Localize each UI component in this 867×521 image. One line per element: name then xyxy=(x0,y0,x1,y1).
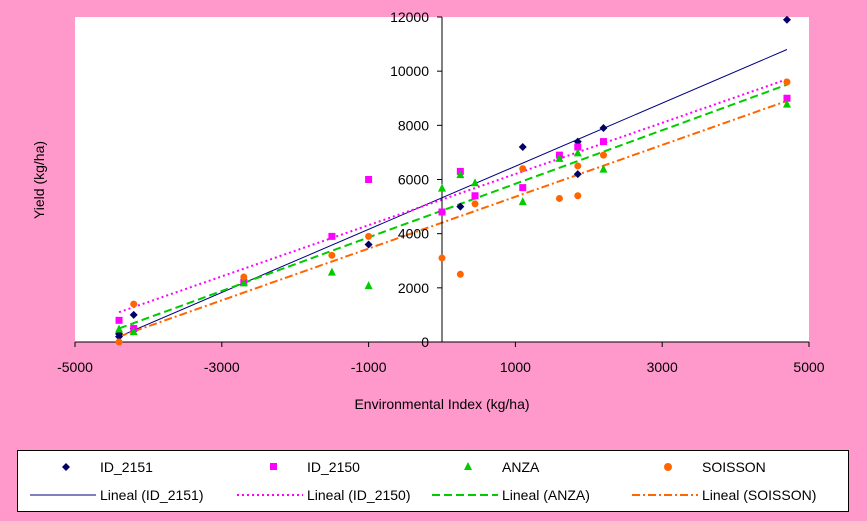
point-anza xyxy=(599,164,608,173)
x-tick-label: 3000 xyxy=(647,359,678,375)
point-id2150 xyxy=(519,184,527,192)
point-soisson xyxy=(240,273,248,281)
point-soisson xyxy=(130,300,138,308)
point-id2150 xyxy=(599,138,607,146)
solid-line-icon xyxy=(30,494,96,496)
legend: ID_2151 ID_2150 ANZA SOISSON Lineal (ID_… xyxy=(17,450,849,512)
point-anza xyxy=(555,153,564,162)
point-id2150 xyxy=(783,94,791,102)
point-soisson xyxy=(328,251,336,259)
legend-label: Lineal (ID_2151) xyxy=(100,487,204,503)
point-id2151 xyxy=(129,310,138,319)
y-tick-label: 12000 xyxy=(390,9,429,25)
y-tick-label: 2000 xyxy=(398,280,429,296)
x-tick-label: 1000 xyxy=(500,359,531,375)
y-tick-label: 10000 xyxy=(390,63,429,79)
point-id2151 xyxy=(599,124,608,133)
point-anza xyxy=(518,197,527,206)
y-tick-label: 4000 xyxy=(398,226,429,242)
trendline-id2151 xyxy=(118,49,788,338)
square-marker-icon xyxy=(270,463,277,470)
point-anza xyxy=(327,267,336,276)
y-tick-label: 0 xyxy=(421,334,429,350)
point-id2151 xyxy=(456,202,465,211)
point-anza xyxy=(573,148,582,157)
point-id2150 xyxy=(328,232,336,240)
point-anza xyxy=(129,327,138,336)
point-soisson xyxy=(115,338,123,346)
point-id2151 xyxy=(364,240,373,249)
point-soisson xyxy=(365,232,373,240)
point-id2151 xyxy=(782,15,791,24)
legend-label: Lineal (ANZA) xyxy=(502,487,590,503)
x-tick-label: -1000 xyxy=(351,359,387,375)
point-id2150 xyxy=(471,192,479,200)
point-anza xyxy=(782,99,791,108)
point-layer xyxy=(115,15,791,346)
dashed-line-icon xyxy=(432,494,498,496)
x-tick-label: -5000 xyxy=(57,359,93,375)
point-anza xyxy=(471,178,480,187)
point-anza xyxy=(438,183,446,192)
point-id2151 xyxy=(518,143,527,151)
point-id2150 xyxy=(574,143,582,151)
point-anza xyxy=(115,324,124,333)
y-tick-label: 6000 xyxy=(398,172,429,188)
point-soisson xyxy=(783,78,791,86)
point-soisson xyxy=(456,270,464,278)
x-tick-label: -3000 xyxy=(204,359,240,375)
trendline-anza xyxy=(118,83,788,330)
point-soisson xyxy=(555,194,563,202)
point-soisson xyxy=(471,200,479,208)
diamond-marker-icon xyxy=(62,463,70,471)
point-id2150 xyxy=(438,208,446,216)
point-id2150 xyxy=(115,316,123,324)
legend-label: ID_2150 xyxy=(307,459,360,475)
legend-label: ID_2151 xyxy=(100,459,153,475)
point-soisson xyxy=(574,162,582,170)
point-id2151 xyxy=(115,332,124,341)
point-soisson xyxy=(574,192,582,200)
point-soisson xyxy=(519,165,527,173)
point-soisson xyxy=(438,254,446,262)
legend-label: SOISSON xyxy=(702,459,766,475)
x-axis-title: Environmental Index (kg/ha) xyxy=(354,396,529,412)
legend-label: Lineal (ID_2150) xyxy=(307,487,411,503)
point-anza xyxy=(456,170,465,179)
trendline-soisson xyxy=(118,100,788,338)
legend-label: Lineal (SOISSON) xyxy=(702,487,817,503)
legend-label: ANZA xyxy=(502,459,540,475)
point-anza xyxy=(239,278,248,287)
point-anza xyxy=(364,281,373,290)
y-tick-label: 8000 xyxy=(398,117,429,133)
dashdot-line-icon xyxy=(632,494,698,496)
circle-marker-icon xyxy=(664,463,672,471)
trendline-layer xyxy=(118,49,788,338)
tick-layer: -5000 -3000 -1000 1000 3000 5000 0 2000 4000 6000… xyxy=(57,9,825,375)
y-axis-title: Yield (kg/ha) xyxy=(31,141,47,219)
x-tick-label: 5000 xyxy=(793,359,824,375)
dotted-line-icon xyxy=(237,494,303,496)
point-id2151 xyxy=(573,170,582,179)
point-id2150 xyxy=(365,176,373,183)
triangle-marker-icon xyxy=(464,462,472,470)
point-soisson xyxy=(599,151,607,159)
